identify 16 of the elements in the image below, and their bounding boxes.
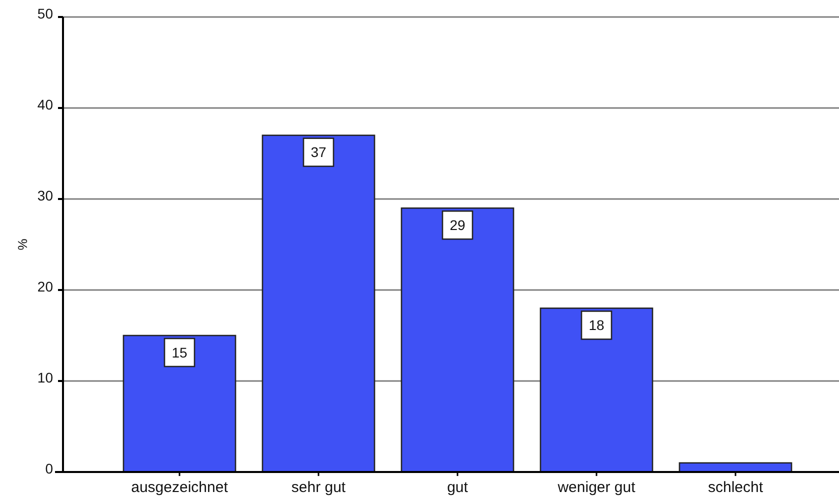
- data-label: 15: [172, 344, 188, 360]
- y-tick-label: 40: [37, 96, 54, 112]
- x-tick-label: ausgezeichnet: [131, 479, 229, 496]
- y-tick-label: 0: [45, 460, 54, 476]
- x-tick-label: weniger gut: [556, 479, 636, 496]
- x-tick-label: gut: [447, 479, 469, 496]
- y-axis-title: %: [15, 238, 30, 250]
- y-tick-label: 10: [37, 369, 54, 386]
- y-tick-label: 30: [37, 187, 54, 204]
- data-label: 29: [450, 217, 466, 233]
- x-tick-label: schlecht: [708, 479, 764, 496]
- data-label: 37: [310, 144, 326, 160]
- x-tick-label: sehr gut: [291, 479, 346, 496]
- data-label: 18: [588, 317, 604, 334]
- y-tick-label: 50: [37, 5, 54, 22]
- y-tick-label: 20: [37, 278, 54, 294]
